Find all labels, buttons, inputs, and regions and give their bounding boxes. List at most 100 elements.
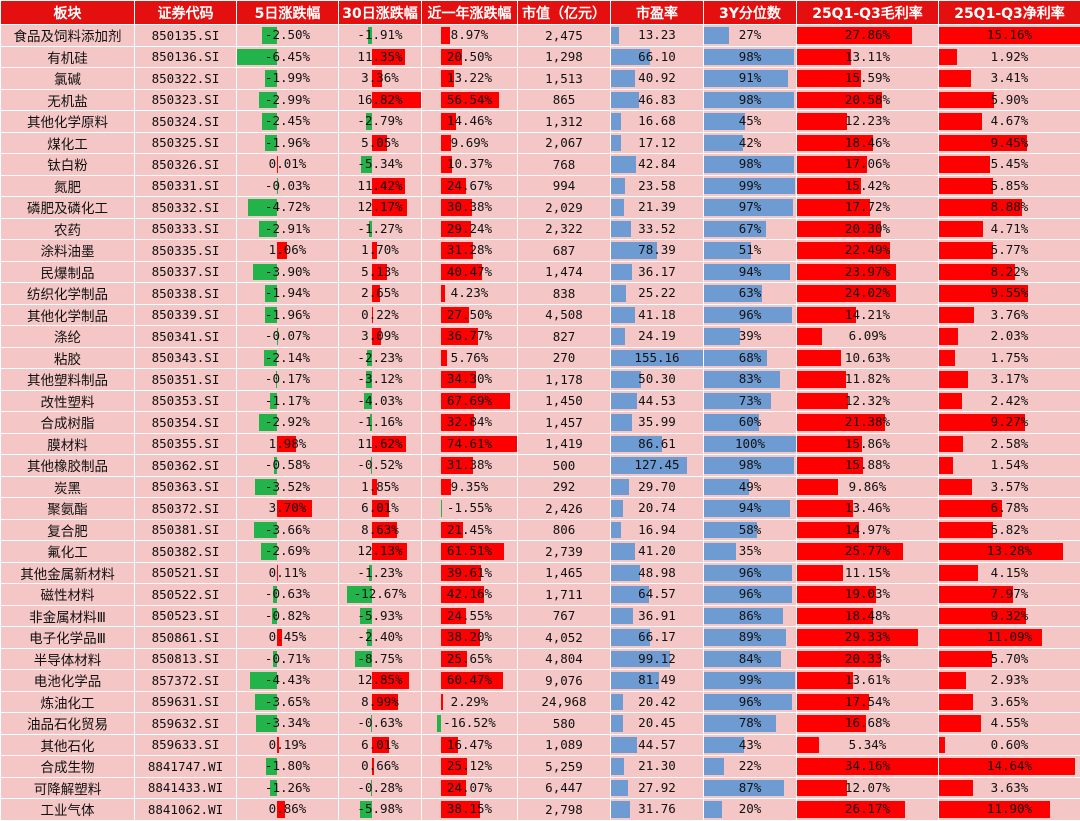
pe-ratio: 155.16	[611, 347, 704, 369]
net-margin: 3.41%	[939, 68, 1080, 90]
net-margin-value: 3.65%	[991, 694, 1029, 709]
gross-margin: 6.09%	[797, 326, 939, 348]
change-1y-value: 16.47%	[447, 737, 492, 752]
change-1y: 24.55%	[422, 605, 518, 627]
change-1y-value: 56.54%	[447, 92, 492, 107]
gross-margin: 21.38%	[797, 412, 939, 434]
header-gross-margin[interactable]: 25Q1-Q3毛利率	[797, 1, 939, 25]
header-30d-change[interactable]: 30日涨跌幅	[339, 1, 422, 25]
percentile-3y-value: 99%	[739, 178, 762, 193]
net-margin-bar	[939, 92, 994, 109]
header-code[interactable]: 证券代码	[135, 1, 237, 25]
percentile-3y-value: 96%	[739, 565, 762, 580]
pe-ratio-bar	[611, 479, 629, 496]
percentile-3y: 99%	[704, 175, 797, 197]
percentile-3y: 39%	[704, 326, 797, 348]
change-1y-value: 13.22%	[447, 70, 492, 85]
net-margin: 5.45%	[939, 154, 1080, 176]
header-pe[interactable]: 市盈率	[611, 1, 704, 25]
security-code: 850354.SI	[135, 412, 237, 434]
pe-ratio-value: 41.18	[638, 307, 676, 322]
security-code: 850338.SI	[135, 283, 237, 305]
market-cap: 2,426	[518, 498, 611, 520]
gross-margin-value: 15.88%	[845, 457, 890, 472]
header-net-margin[interactable]: 25Q1-Q3净利率	[939, 1, 1080, 25]
change-30d: 0.66%	[339, 756, 422, 778]
net-margin-bar	[939, 780, 973, 797]
change-30d: 5.05%	[339, 132, 422, 154]
header-sector[interactable]: 板块	[1, 1, 135, 25]
change-1y: 39.61%	[422, 562, 518, 584]
change-5d-value: -2.92%	[265, 414, 310, 429]
sector-name: 炼油化工	[1, 691, 135, 713]
gross-margin-bar	[797, 737, 819, 754]
security-code: 850339.SI	[135, 304, 237, 326]
percentile-3y-bar	[704, 328, 740, 345]
header-5d-change[interactable]: 5日涨跌幅	[237, 1, 339, 25]
change-1y: 31.38%	[422, 455, 518, 477]
header-row: 板块 证券代码 5日涨跌幅 30日涨跌幅 近一年涨跌幅 市值（亿元） 市盈率 3…	[1, 1, 1080, 25]
net-margin-value: 3.17%	[991, 371, 1029, 386]
net-margin: 1.75%	[939, 347, 1080, 369]
gross-margin: 20.30%	[797, 218, 939, 240]
gross-margin-value: 15.59%	[845, 70, 890, 85]
change-30d-value: -2.23%	[357, 350, 402, 365]
header-market-cap[interactable]: 市值（亿元）	[518, 1, 611, 25]
sector-name: 其他化学原料	[1, 111, 135, 133]
pe-ratio: 36.91	[611, 605, 704, 627]
header-1y-change[interactable]: 近一年涨跌幅	[422, 1, 518, 25]
security-code: 850523.SI	[135, 605, 237, 627]
gross-margin: 11.82%	[797, 369, 939, 391]
pe-ratio: 44.53	[611, 390, 704, 412]
change-30d: 0.22%	[339, 304, 422, 326]
pe-ratio-value: 81.49	[638, 672, 676, 687]
change-5d: -3.90%	[237, 261, 339, 283]
gross-margin: 10.63%	[797, 347, 939, 369]
change-30d-value: 1.85%	[361, 479, 399, 494]
gross-margin-value: 9.86%	[849, 479, 887, 494]
market-cap: 1,089	[518, 734, 611, 756]
net-margin-bar	[939, 178, 993, 195]
header-3y-percentile[interactable]: 3Y分位数	[704, 1, 797, 25]
percentile-3y: 58%	[704, 519, 797, 541]
change-1y: 9.35%	[422, 476, 518, 498]
pe-ratio: 20.45	[611, 713, 704, 735]
